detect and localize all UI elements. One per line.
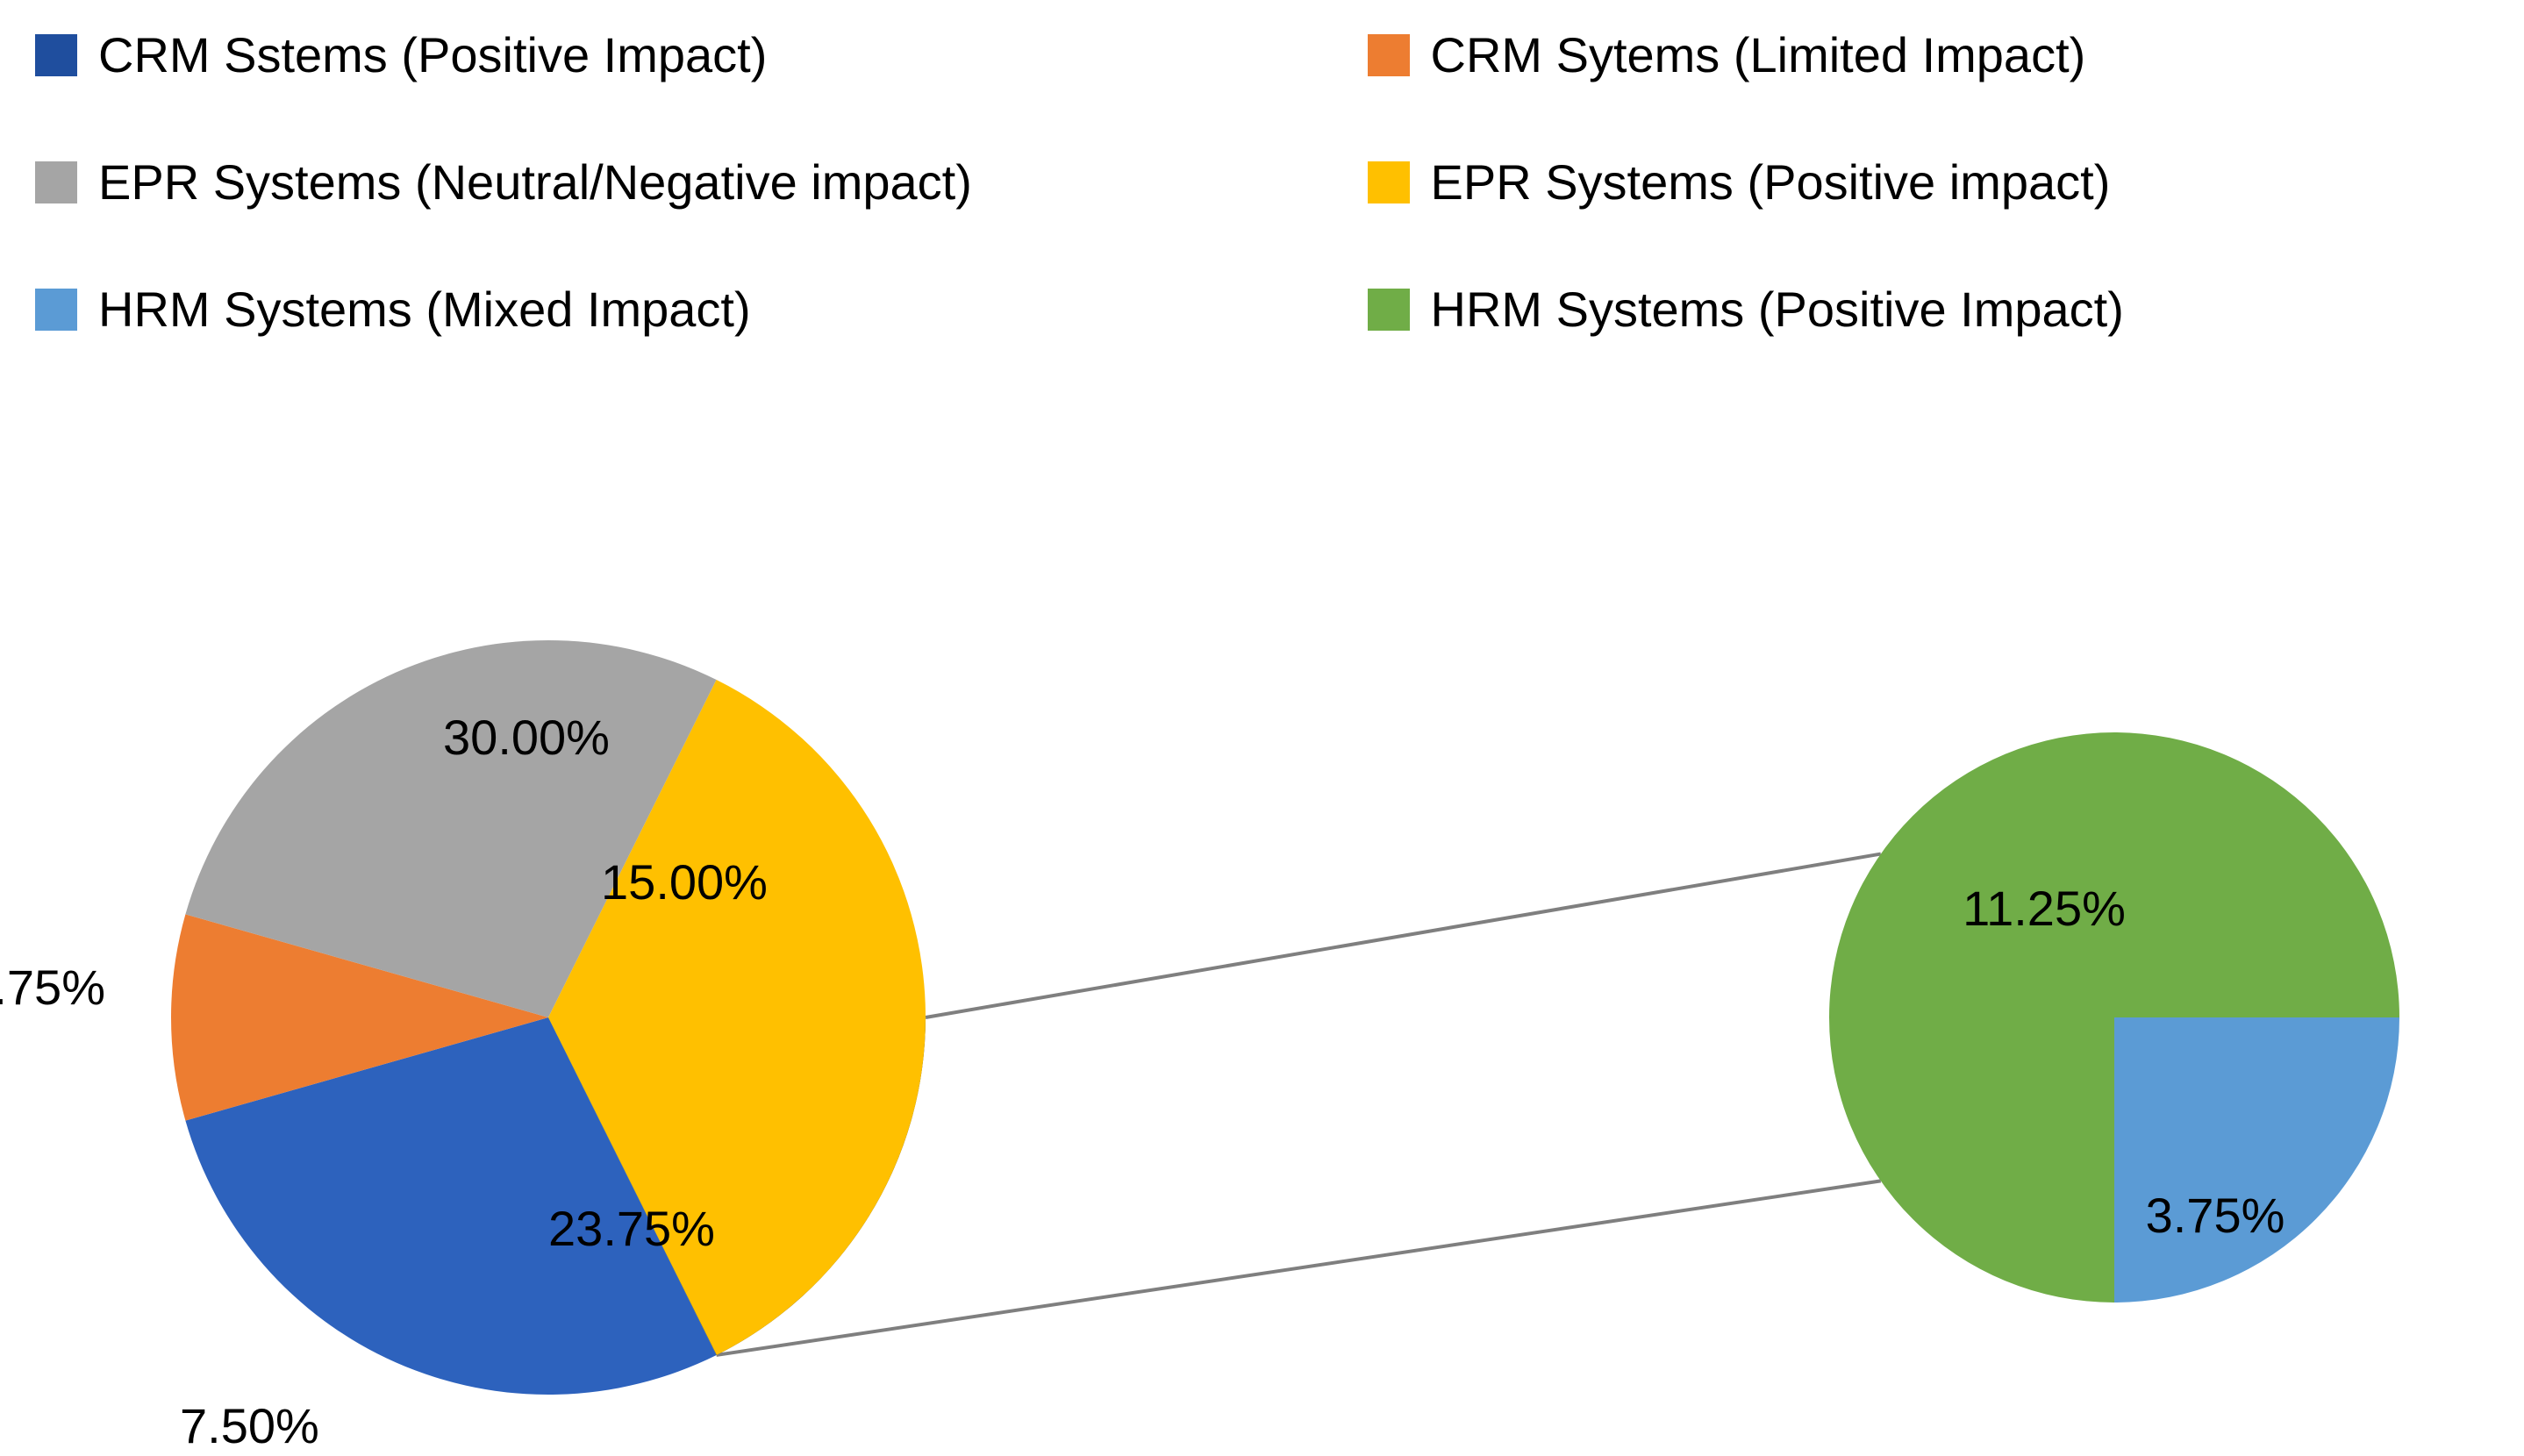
legend-label: EPR Systems (Positive impact): [1431, 153, 2111, 211]
connector-line: [717, 1181, 1881, 1355]
legend-swatch: [1368, 34, 1410, 76]
legend: CRM Sstems (Positive Impact) CRM Sytems …: [0, 0, 2524, 338]
legend-label: EPR Systems (Neutral/Negative impact): [98, 153, 972, 211]
slice-label: 23.75%: [548, 1201, 715, 1256]
pie-of-pie-chart: 15.00% 23.75% 7.50% 23.75% 30.00% 3.75% 11.25%: [0, 579, 2524, 1456]
slice-label: 11.25%: [1963, 881, 2126, 936]
legend-label: CRM Sytems (Limited Impact): [1431, 26, 2086, 83]
connector-line: [926, 854, 1881, 1017]
legend-swatch: [1368, 161, 1410, 203]
legend-swatch: [35, 289, 77, 331]
legend-swatch: [35, 34, 77, 76]
legend-item-epr-neutral: EPR Systems (Neutral/Negative impact): [0, 153, 1262, 211]
slice-label: 23.75%: [0, 960, 105, 1015]
slice-label: 30.00%: [443, 710, 610, 765]
legend-item-epr-positive: EPR Systems (Positive impact): [1262, 153, 2524, 211]
legend-swatch: [1368, 289, 1410, 331]
chart-wrapper: CRM Sstems (Positive Impact) CRM Sytems …: [0, 0, 2524, 1455]
slice-label: 7.50%: [180, 1398, 319, 1453]
legend-label: HRM Systems (Positive Impact): [1431, 281, 2124, 338]
legend-item-crm-positive: CRM Sstems (Positive Impact): [0, 26, 1262, 83]
slice-label: 3.75%: [2146, 1188, 2285, 1243]
legend-item-hrm-mixed: HRM Systems (Mixed Impact): [0, 281, 1262, 338]
pie-slice: [2114, 1017, 2399, 1303]
legend-label: HRM Systems (Mixed Impact): [98, 281, 751, 338]
legend-swatch: [35, 161, 77, 203]
legend-item-crm-limited: CRM Sytems (Limited Impact): [1262, 26, 2524, 83]
legend-label: CRM Sstems (Positive Impact): [98, 26, 767, 83]
slice-label: 15.00%: [601, 854, 768, 910]
legend-item-hrm-positive: HRM Systems (Positive Impact): [1262, 281, 2524, 338]
secondary-pie: [1829, 732, 2399, 1303]
